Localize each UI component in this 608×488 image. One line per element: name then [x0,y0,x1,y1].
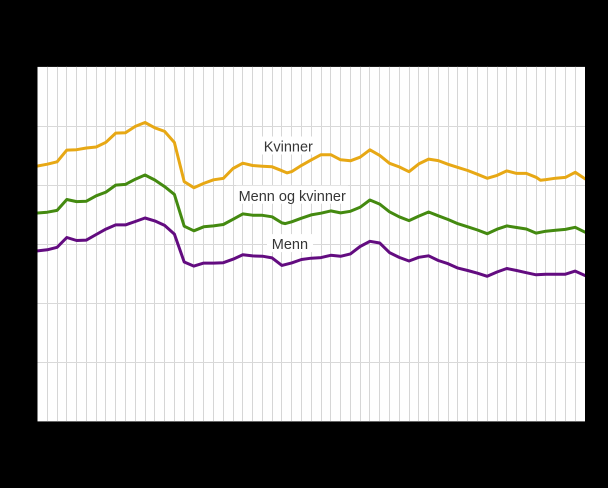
svg-text:Menn: Menn [272,237,308,253]
svg-text:Menn og kvinner: Menn og kvinner [239,189,346,205]
svg-text:Kvinner: Kvinner [264,140,313,156]
